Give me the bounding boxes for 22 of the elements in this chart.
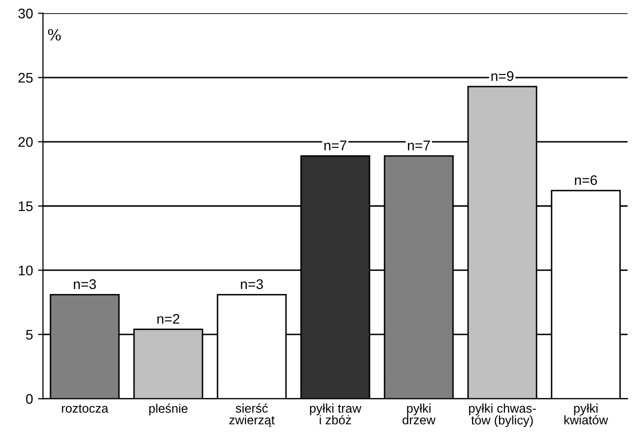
annotation: n=3 bbox=[74, 279, 96, 290]
x-tick-label: pyłki traw i zbóż bbox=[310, 404, 362, 424]
y-tick-label: 25 bbox=[18, 72, 33, 83]
x-tick-label: pyłki chwas- tów (bylicy) bbox=[469, 404, 536, 428]
y-tick-label: 10 bbox=[18, 266, 33, 276]
annotation: n=9 bbox=[491, 71, 514, 81]
y-axis-title: % bbox=[48, 28, 61, 41]
x-tick-label: sierść zwierząt bbox=[229, 403, 275, 427]
y-tick-label: 20 bbox=[18, 137, 33, 147]
annotation: n=7 bbox=[324, 140, 346, 150]
y-tick-label: 0 bbox=[26, 394, 33, 404]
annotation: n=6 bbox=[574, 175, 597, 186]
x-tick-label: pleśnie bbox=[149, 404, 188, 416]
y-tick-label: 15 bbox=[18, 201, 33, 212]
annotation: n=2 bbox=[157, 314, 180, 324]
x-tick-label: pyłki drzew bbox=[402, 404, 436, 424]
annotation: n=7 bbox=[408, 140, 430, 150]
x-tick-label: roztocza bbox=[62, 404, 108, 413]
y-tick-label: 30 bbox=[18, 8, 33, 18]
x-tick-label: pyłki kwiatów bbox=[564, 404, 608, 424]
annotation: n=3 bbox=[240, 279, 263, 290]
y-tick-label: 5 bbox=[26, 330, 33, 340]
